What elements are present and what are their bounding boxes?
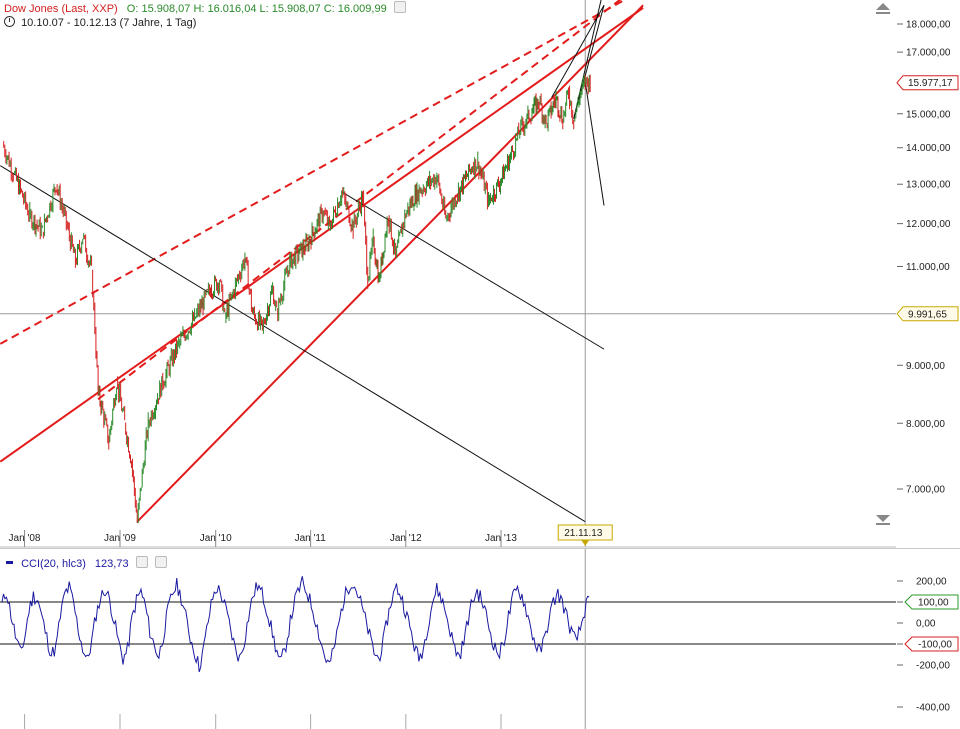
y-tick-label: 8.000,00 bbox=[906, 419, 945, 430]
cci-close-icon[interactable] bbox=[154, 556, 167, 568]
cci-header: CCI(20, hlc3) 123,73 bbox=[6, 556, 167, 570]
x-tick-label: Jan '08 bbox=[9, 533, 41, 544]
x-tick-label: Jan '12 bbox=[390, 533, 422, 544]
pane-divider[interactable] bbox=[0, 548, 960, 549]
cci-series-marker bbox=[6, 561, 13, 564]
cci-settings-icon[interactable] bbox=[135, 556, 148, 568]
scroll-down-icon[interactable] bbox=[876, 515, 890, 522]
date-tag-label: 21.11.13 bbox=[564, 528, 603, 539]
y-tick-label: 11.000,00 bbox=[906, 262, 950, 273]
trendline-red-dashed-lower bbox=[97, 0, 622, 401]
instrument-title[interactable]: Dow Jones (Last, XXP) bbox=[4, 3, 118, 15]
y-tick-label: 12.000,00 bbox=[906, 219, 951, 230]
clock-icon bbox=[4, 16, 15, 27]
x-tick-label: Jan '11 bbox=[295, 533, 327, 544]
cci-label[interactable]: CCI(20, hlc3) bbox=[21, 558, 86, 570]
trendline-black-rising-2 bbox=[573, 0, 602, 119]
ohlc-readout: O: 15.908,07 H: 16.016,04 L: 15.908,07 C… bbox=[126, 3, 387, 15]
x-tick-label: Jan '13 bbox=[485, 533, 517, 544]
trendline-black-falling-2 bbox=[341, 191, 605, 350]
price-chart[interactable]: 18.000,00 17.000,00 15.000,00 14.000,00 13.0… bbox=[0, 0, 960, 548]
cci-pos-tag-label: 100,00 bbox=[918, 598, 949, 609]
y-tick-label: 17.000,00 bbox=[906, 48, 951, 59]
trendline-red-steep bbox=[136, 4, 644, 523]
y-tick-label: 9.000,00 bbox=[906, 361, 945, 372]
settings-icon[interactable] bbox=[393, 1, 406, 13]
x-tick-label: Jan '09 bbox=[104, 533, 136, 544]
y-tick-label: 13.000,00 bbox=[906, 180, 951, 191]
cci-y-tick-label: 200,00 bbox=[916, 577, 947, 588]
last-price-tag: 15.977,17 bbox=[896, 75, 959, 91]
trendline-black-falling-3 bbox=[584, 81, 605, 206]
level-tag: 9.991,65 bbox=[896, 306, 959, 322]
y-tick-label: 15.000,00 bbox=[906, 109, 951, 120]
cci-neg-tag-label: -100,00 bbox=[918, 640, 952, 651]
level-tag-shape bbox=[896, 306, 959, 322]
y-tick-label: 7.000,00 bbox=[906, 485, 945, 496]
date-range[interactable]: 10.10.07 - 10.12.13 (7 Jahre, 1 Tag) bbox=[21, 17, 197, 29]
cci-neg-tag: -100,00 bbox=[904, 636, 959, 652]
date-tag-pointer bbox=[581, 540, 590, 546]
cci-neg-tag-shape bbox=[904, 636, 959, 652]
trendline-black-rising-3 bbox=[551, 4, 605, 98]
trendline-black-falling-1 bbox=[0, 165, 586, 523]
last-price-tag-label: 15.977,17 bbox=[908, 78, 953, 89]
cci-pos-tag: 100,00 bbox=[904, 594, 959, 610]
trendline-black-rising-1 bbox=[573, 5, 605, 119]
cci-series-line bbox=[1, 576, 590, 673]
date-range-row: 10.10.07 - 10.12.13 (7 Jahre, 1 Tag) bbox=[4, 16, 196, 29]
level-tag-label: 9.991,65 bbox=[908, 309, 947, 320]
chart-header: Dow Jones (Last, XXP) O: 15.908,07 H: 16… bbox=[4, 1, 406, 15]
scroll-up-bar bbox=[876, 12, 890, 14]
scroll-down-bar bbox=[876, 523, 890, 525]
date-tag: 21.11.13 bbox=[557, 524, 613, 546]
y-tick-label: 18.000,00 bbox=[906, 20, 951, 31]
x-tick-label: Jan '10 bbox=[200, 533, 232, 544]
cci-value: 123,73 bbox=[94, 558, 129, 570]
cci-y-tick-label: -200,00 bbox=[916, 661, 950, 672]
cci-y-tick-label: -400,00 bbox=[916, 703, 950, 714]
cci-y-tick-label: 0,00 bbox=[916, 619, 936, 630]
y-tick-label: 14.000,00 bbox=[906, 143, 951, 154]
trendline-red-main bbox=[0, 7, 644, 463]
trendline-red-dashed-upper bbox=[0, 0, 627, 345]
last-price-tag-shape bbox=[896, 75, 959, 91]
cci-pos-tag-shape bbox=[904, 594, 959, 610]
scroll-up-icon[interactable] bbox=[876, 3, 890, 10]
